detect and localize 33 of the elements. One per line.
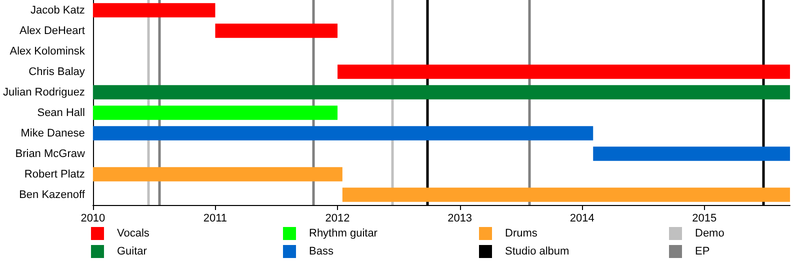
y-tick-label: Alex Kolominsk — [10, 45, 86, 58]
y-tick-label: Alex DeHeart — [20, 24, 85, 37]
y-tick-label: Robert Platz — [24, 168, 85, 180]
x-tick-label: 2015 — [692, 212, 717, 224]
legend-label: Drums — [505, 228, 538, 240]
legend-label: Rhythm guitar — [309, 228, 378, 240]
bar — [92, 106, 338, 120]
bar — [92, 3, 216, 18]
bar — [92, 85, 790, 100]
y-tick-label: Chris Balay — [28, 66, 86, 78]
y-tick-label: Mike Danese — [20, 127, 85, 140]
x-tick-label: 2010 — [80, 212, 106, 224]
bar — [593, 146, 790, 161]
bar — [338, 64, 790, 79]
y-tick-label: Sean Hall — [37, 106, 85, 119]
bar — [92, 126, 594, 140]
bar — [342, 188, 790, 202]
x-tick-label: 2013 — [448, 212, 472, 224]
legend-label: Bass — [309, 246, 334, 258]
y-tick-label: Ben Kazenoff — [19, 188, 86, 201]
legend-label: Guitar — [117, 246, 148, 258]
x-tick-label: 2011 — [203, 212, 228, 224]
y-tick-label: Jacob Katz — [30, 4, 85, 16]
bar — [215, 24, 338, 38]
legend-label: EP — [695, 246, 710, 258]
legend-label: Demo — [695, 228, 724, 240]
legend-label: Studio album — [505, 246, 570, 258]
legend-label: Vocals — [117, 228, 150, 240]
x-tick-label: 2012 — [325, 212, 350, 224]
x-tick-label: 2014 — [570, 212, 594, 224]
y-tick-label: Brian McGraw — [15, 148, 85, 160]
y-tick-label: Julian Rodriguez — [3, 86, 85, 98]
bar — [92, 167, 342, 182]
